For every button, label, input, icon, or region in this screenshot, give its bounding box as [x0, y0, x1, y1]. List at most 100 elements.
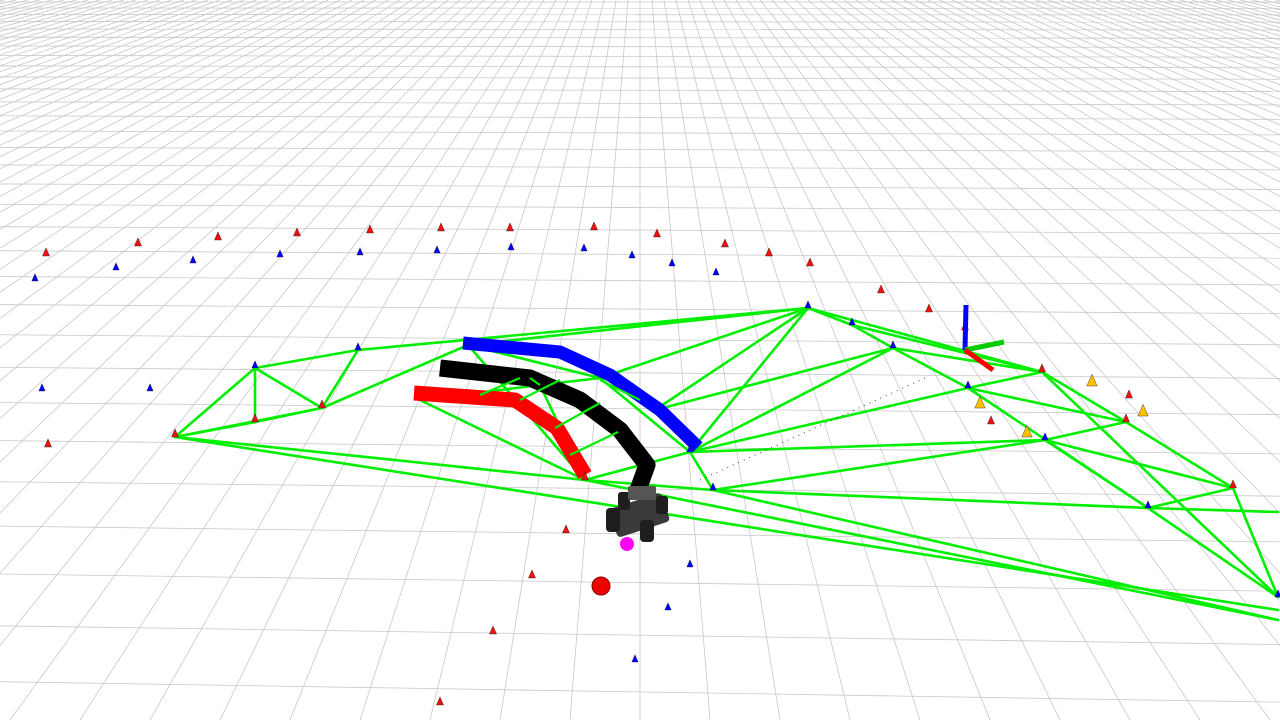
center-line-path: [439, 359, 656, 493]
grid-line: [723, 0, 1131, 720]
triangulation-edge: [1146, 486, 1235, 510]
grid-line: [1143, 0, 1280, 41]
triangulation-edge: [598, 376, 692, 454]
triangulation-edge: [688, 438, 1047, 454]
triangulation-edge: [599, 379, 641, 401]
grid-line: [867, 0, 1280, 270]
triangulation-edge: [966, 386, 1150, 510]
triangulation-edge: [253, 406, 324, 424]
cone-marker-icon: [628, 250, 636, 259]
grid-line: [0, 130, 1280, 136]
grid-line: [651, 0, 711, 720]
grid-line: [0, 146, 1280, 153]
grid-line: [0, 0, 413, 270]
triangulation-edge: [966, 370, 1044, 390]
cone-marker-icon: [44, 438, 52, 448]
delaunay-triangulation: [173, 306, 1280, 622]
grid-line: [0, 0, 161, 51]
cone-marker-icon: [806, 257, 814, 267]
grid-line: [0, 0, 209, 73]
cone-marker-icon: [1122, 413, 1130, 423]
triangulation-edge: [1146, 506, 1280, 599]
triangulation-edge: [850, 323, 895, 350]
grid-line: [855, 0, 1280, 293]
cone-marker-icon: [964, 380, 972, 389]
cone-marker-icon: [974, 395, 986, 409]
triangulation-edge: [1043, 438, 1235, 490]
cone-marker-icon: [433, 245, 441, 254]
triangulation-edge: [253, 348, 360, 370]
grid-line: [807, 0, 1280, 420]
triangulation-edge: [519, 379, 561, 401]
grid-line: [0, 0, 173, 56]
cone-marker-icon: [318, 399, 326, 409]
grid-line: [0, 573, 1280, 592]
vehicle-wing: [628, 486, 656, 500]
cone-marker-icon: [668, 258, 676, 267]
grid-line: [0, 334, 1280, 346]
cone-marker-icon: [590, 221, 598, 231]
vehicle-wheel: [618, 492, 630, 510]
cone-marker-icon: [631, 654, 639, 663]
grid-line: [0, 681, 1280, 703]
grid-line: [0, 0, 149, 46]
cone-marker-icon: [1229, 479, 1237, 489]
grid-line: [499, 0, 617, 720]
grid-line: [975, 0, 1280, 136]
grid-line: [0, 0, 497, 514]
triangulation-edge: [711, 488, 1150, 510]
triangulation-edge: [173, 435, 587, 482]
grid-line: [771, 0, 1280, 574]
cone-marker-icon: [721, 238, 729, 248]
grid-line: [0, 204, 1280, 212]
triangulation-edge: [1146, 506, 1280, 514]
sphere-marker-icon: [591, 576, 611, 596]
triangulation-edge: [598, 306, 810, 380]
cone-marker-icon: [987, 415, 995, 425]
grid-line: [0, 0, 293, 126]
grid-line: [0, 0, 185, 61]
grid-line: [219, 0, 569, 720]
grid-line: [0, 0, 305, 136]
triangulation-edge: [850, 323, 1044, 374]
grid-line: [0, 366, 1280, 379]
triangulation-edge: [653, 346, 895, 412]
axis-x: [963, 347, 995, 373]
grid-line: [429, 0, 605, 720]
grid-line: [939, 0, 1280, 170]
grid-line: [0, 36, 1280, 39]
grid-line: [819, 0, 1280, 382]
right-boundary-path: [462, 336, 703, 452]
grid-line: [0, 0, 449, 349]
cone-marker-icon: [528, 569, 536, 579]
grid-line: [747, 0, 1271, 720]
grid-line: [795, 0, 1280, 463]
grid-line: [891, 0, 1280, 230]
vehicle-wheel: [606, 508, 620, 532]
cone-marker-icon: [877, 284, 885, 294]
triangulation-edge: [173, 366, 257, 439]
triangulation-edge: [891, 346, 970, 390]
cone-marker-icon: [1144, 500, 1152, 509]
cone-marker-icon: [925, 303, 933, 313]
cone-marker-icon: [214, 231, 222, 241]
cone-marker-icon: [171, 428, 179, 438]
grid-line: [0, 0, 221, 79]
grid-line: [0, 21, 1280, 23]
cone-marker-icon: [251, 360, 259, 369]
cone-marker-icon: [146, 383, 154, 392]
triangulation-edge: [173, 435, 1280, 612]
grid-line: [0, 0, 425, 293]
grid-line: [1263, 0, 1280, 5]
grid-line: [711, 0, 1061, 720]
cone-marker-icon: [356, 247, 364, 256]
grid-line: [0, 0, 29, 8]
triangulation-edge: [173, 420, 257, 439]
grid-line: [0, 304, 1280, 315]
triangulation-edge: [554, 402, 601, 429]
grid-line: [963, 0, 1280, 146]
cone-marker-icon: [437, 222, 445, 232]
